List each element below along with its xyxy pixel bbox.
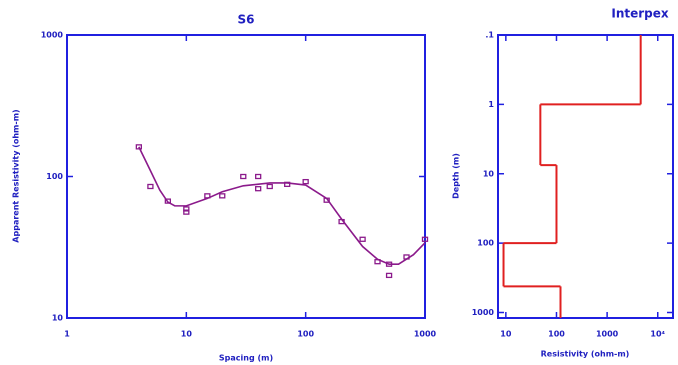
x-tick-label: 1 [64, 330, 70, 339]
y-tick-label: 1000 [472, 308, 495, 317]
y-axis-title: Depth (m) [452, 153, 461, 199]
data-point [255, 173, 262, 180]
x-tick-label: 100 [297, 330, 314, 339]
data-point [255, 186, 262, 192]
data-point [266, 183, 273, 190]
x-tick-label: 100 [548, 330, 565, 339]
data-point [219, 193, 226, 199]
x-tick-label: 10 [181, 330, 193, 339]
y-tick-label: 1000 [41, 31, 64, 40]
x-tick-label: 10⁴ [650, 330, 665, 339]
data-point [421, 236, 429, 242]
data-point [240, 173, 247, 180]
y-tick-label: .1 [485, 31, 494, 40]
x-tick-label: 1000 [596, 330, 619, 339]
data-point [135, 144, 142, 150]
data-point [359, 236, 366, 242]
x-tick-label: 1000 [414, 330, 437, 339]
plot-frame [497, 34, 674, 319]
data-point [164, 198, 171, 204]
chart-title: S6 [238, 13, 255, 27]
y-tick-label: 10 [483, 169, 495, 178]
y-tick-label: 100 [477, 239, 494, 248]
data-point [183, 206, 190, 212]
x-tick-label: 10 [500, 330, 512, 339]
data-point [302, 178, 309, 185]
y-tick-label: 10 [52, 314, 64, 323]
x-axis-title: Spacing (m) [219, 354, 273, 363]
brand-title: Interpex [611, 7, 669, 21]
data-point [385, 272, 393, 279]
y-tick-label: 100 [46, 172, 63, 181]
x-axis-title: Resistivity (ohm-m) [541, 350, 630, 359]
y-axis-title: Apparent Resistivity (ohm-m) [12, 109, 21, 242]
data-point [183, 209, 190, 215]
y-tick-label: 1 [488, 100, 494, 109]
data-point [147, 183, 154, 190]
fitted-curve [138, 146, 426, 265]
